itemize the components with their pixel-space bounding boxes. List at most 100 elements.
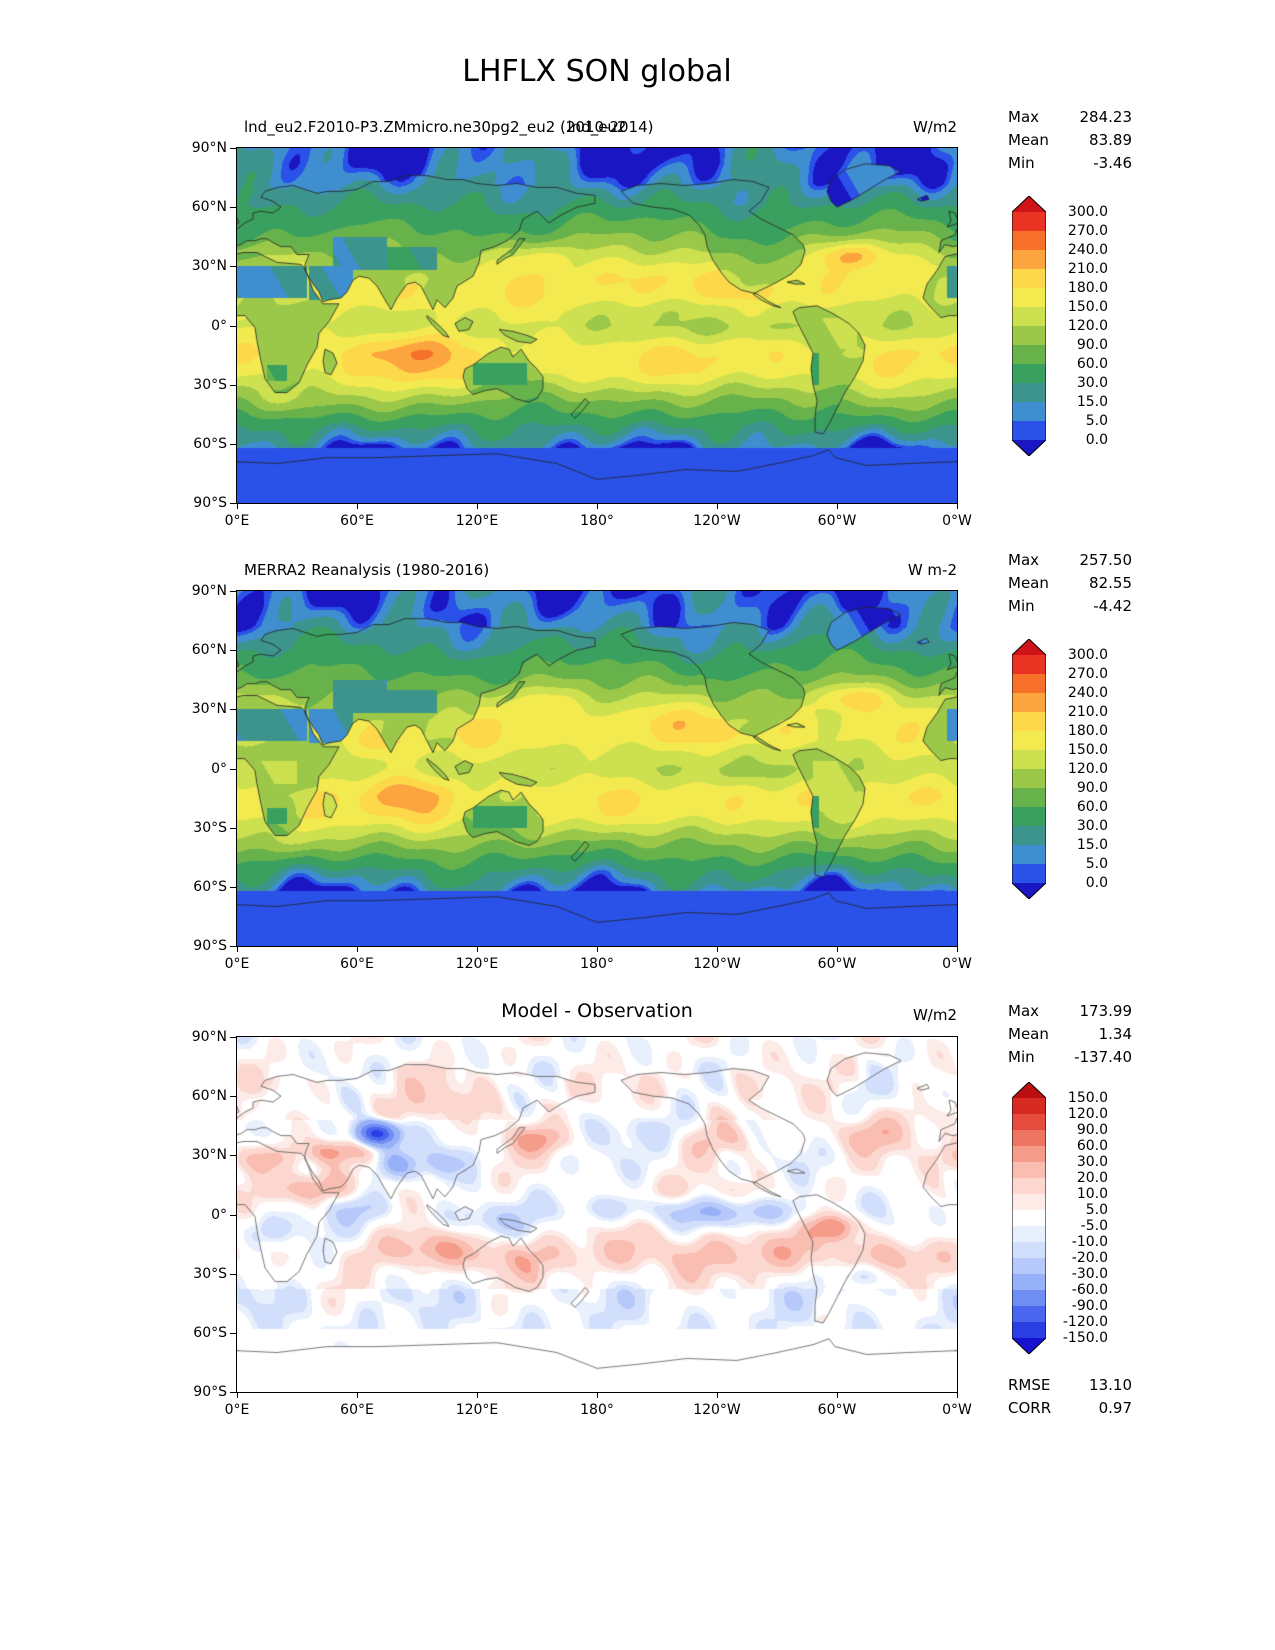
stat-label: Max: [1008, 1002, 1040, 1020]
stat-row-max: Max 173.99: [1008, 1000, 1132, 1023]
colorbar-tick-label: 60.0: [1076, 1138, 1108, 1154]
colorbar-difference: [1011, 1081, 1047, 1358]
colorbar-tick-label: 5.0: [1085, 856, 1108, 872]
y-tick-mark: [230, 325, 236, 327]
stat-value: 83.89: [1089, 131, 1132, 149]
panel-difference-skill-stats: RMSE 13.10 CORR 0.97: [1008, 1374, 1132, 1420]
panel-difference-units: W/m2: [912, 1006, 957, 1024]
figure-title: LHFLX SON global: [462, 54, 732, 89]
stat-value: -4.42: [1093, 597, 1132, 615]
colorbar-tick-label: -30.0: [1071, 1266, 1108, 1282]
stat-value: 13.10: [1089, 1376, 1132, 1394]
colorbar-tick-label: 30.0: [1076, 375, 1108, 391]
y-tick-mark: [230, 886, 236, 888]
colorbar-tick-label: -5.0: [1080, 1218, 1108, 1234]
colorbar-tick-label: 0.0: [1085, 875, 1108, 891]
map-canvas-reanalysis: [237, 591, 957, 946]
colorbar-tick-label: 180.0: [1067, 723, 1108, 739]
x-tick-mark: [957, 504, 958, 509]
stat-value: 82.55: [1089, 574, 1132, 592]
colorbar-tick-label: 60.0: [1076, 799, 1108, 815]
x-tick-mark: [237, 947, 238, 952]
x-tick-label: 0°E: [224, 1402, 250, 1418]
x-tick-label: 60°E: [340, 1402, 374, 1418]
colorbar-tick-label: 30.0: [1076, 818, 1108, 834]
map-canvas-difference: [237, 1037, 957, 1392]
y-tick-mark: [230, 650, 236, 652]
y-tick-mark: [230, 384, 236, 386]
y-tick-mark: [230, 1273, 236, 1275]
colorbar-reanalysis: [1011, 638, 1047, 903]
colorbar-tick-label: 240.0: [1067, 685, 1108, 701]
x-tick-mark: [477, 947, 478, 952]
y-tick-label: 90°S: [193, 1384, 227, 1400]
panel-difference-stats: Max 173.99 Mean 1.34 Min -137.40: [1008, 1000, 1132, 1069]
panel-model-title-overlay: lnd_eu2: [567, 118, 627, 136]
y-tick-label: 60°N: [191, 1088, 227, 1105]
stat-label: Mean: [1008, 1025, 1049, 1043]
y-tick-label: 30°S: [193, 376, 227, 393]
y-tick-mark: [230, 1155, 236, 1157]
y-tick-mark: [230, 768, 236, 770]
colorbar-tick-label: 270.0: [1067, 666, 1108, 682]
stat-label: Max: [1008, 551, 1040, 569]
stat-row-max: Max 257.50: [1008, 549, 1132, 572]
y-tick-label: 90°S: [193, 495, 227, 511]
stat-row-rmse: RMSE 13.10: [1008, 1374, 1132, 1397]
x-tick-mark: [597, 504, 598, 509]
stat-value: 0.97: [1098, 1399, 1132, 1417]
x-tick-mark: [717, 947, 718, 952]
colorbar-tick-label: 90.0: [1076, 780, 1108, 796]
y-tick-label: 0°: [211, 1206, 227, 1223]
stat-label: Mean: [1008, 131, 1049, 149]
stat-label: Min: [1008, 597, 1035, 615]
panel-reanalysis-units: W m-2: [907, 561, 957, 579]
y-tick-mark: [230, 1214, 236, 1216]
colorbar-tick-label: 15.0: [1076, 837, 1108, 853]
panel-reanalysis-stats: Max 257.50 Mean 82.55 Min -4.42: [1008, 549, 1132, 618]
x-tick-label: 60°W: [817, 513, 857, 529]
y-tick-label: 60°N: [191, 199, 227, 216]
y-tick-mark: [230, 946, 236, 947]
x-tick-label: 0°E: [224, 513, 250, 529]
x-tick-mark: [597, 947, 598, 952]
y-tick-label: 30°N: [191, 258, 227, 275]
colorbar-tick-label: -120.0: [1062, 1314, 1108, 1330]
y-tick-mark: [230, 207, 236, 209]
x-tick-label: 180°: [580, 513, 614, 529]
stat-value: 257.50: [1079, 551, 1133, 569]
stat-value: 284.23: [1079, 108, 1133, 126]
colorbar-tick-label: 90.0: [1076, 1122, 1108, 1138]
colorbar-tick-label: 270.0: [1067, 223, 1108, 239]
stat-value: 1.34: [1098, 1025, 1132, 1043]
stat-row-mean: Mean 83.89: [1008, 129, 1132, 152]
y-tick-label: 60°N: [191, 642, 227, 659]
stat-row-min: Min -4.42: [1008, 595, 1132, 618]
x-tick-mark: [357, 1393, 358, 1398]
y-tick-label: 90°N: [191, 1029, 227, 1045]
y-tick-label: 30°N: [191, 1147, 227, 1164]
x-tick-mark: [357, 504, 358, 509]
y-tick-mark: [230, 591, 236, 592]
stat-row-min: Min -137.40: [1008, 1046, 1132, 1069]
y-tick-mark: [230, 443, 236, 445]
stat-row-mean: Mean 1.34: [1008, 1023, 1132, 1046]
colorbar-tick-label: 5.0: [1085, 413, 1108, 429]
y-tick-mark: [230, 1096, 236, 1098]
x-tick-label: 0°E: [224, 956, 250, 972]
x-tick-label: 0°W: [942, 956, 972, 972]
x-tick-label: 180°: [580, 1402, 614, 1418]
colorbar-tick-label: 150.0: [1067, 742, 1108, 758]
x-tick-label: 60°E: [340, 956, 374, 972]
y-tick-label: 90°N: [191, 140, 227, 156]
stat-value: -3.46: [1093, 154, 1132, 172]
x-tick-mark: [957, 947, 958, 952]
colorbar-tick-label: -20.0: [1071, 1250, 1108, 1266]
x-tick-label: 60°W: [817, 1402, 857, 1418]
colorbar-tick-label: -90.0: [1071, 1298, 1108, 1314]
stat-value: -137.40: [1074, 1048, 1132, 1066]
panel-model-title: lnd_eu2.F2010-P3.ZMmicro.ne30pg2_eu2 (20…: [244, 118, 654, 136]
x-tick-mark: [477, 504, 478, 509]
y-tick-mark: [230, 1037, 236, 1038]
